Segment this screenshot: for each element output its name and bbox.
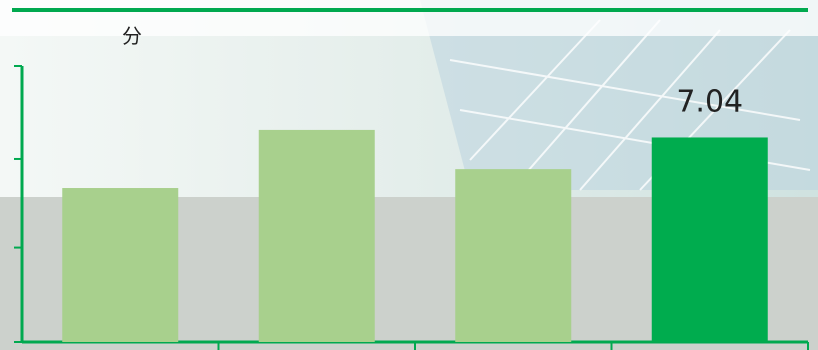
bar-1 [62, 188, 179, 342]
top-accent-rule [12, 8, 808, 12]
bar-2 [258, 129, 375, 342]
bar-3 [455, 169, 572, 342]
unit-label: 分 [122, 24, 142, 48]
data-label-4: 7.04 [676, 84, 743, 119]
bar-4 [651, 137, 768, 342]
